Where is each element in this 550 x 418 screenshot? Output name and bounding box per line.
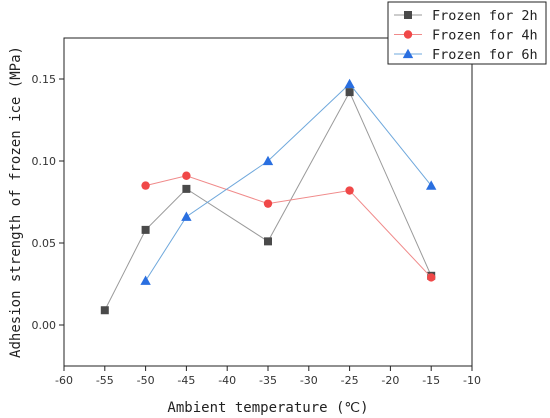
series-line: [104, 90, 432, 311]
data-point: [181, 211, 192, 221]
series-line: [145, 83, 432, 281]
axes-layer: -60 -55 -50 -45 -40 -35 -30 -25 -20 -15 -10 0.00 0.0…: [32, 37, 481, 387]
legend-label: Frozen for 6h: [432, 47, 538, 63]
x-tick-label: -50: [137, 374, 155, 387]
x-tick-label: -10: [463, 374, 481, 387]
data-point: [262, 155, 274, 166]
data-point: [100, 306, 109, 315]
legend-label: Frozen for 2h: [432, 8, 538, 24]
data-point: [182, 184, 191, 193]
data-point: [344, 78, 355, 89]
y-tick-label: 0.00: [32, 319, 57, 332]
x-tick-label: -30: [300, 374, 318, 387]
x-tick-label: -15: [422, 374, 440, 387]
data-point: [140, 275, 151, 285]
legend-marker: [402, 48, 414, 59]
legend: Frozen for 2h Frozen for 4h Frozen for 6h: [387, 1, 547, 65]
data-point: [141, 225, 150, 234]
y-axis-title: Adhesion strength of frozen ice (MPa): [8, 46, 24, 358]
legend-label: Frozen for 4h: [432, 28, 538, 44]
data-point: [345, 186, 354, 195]
data-point: [427, 273, 436, 282]
x-tick-label: -60: [55, 374, 73, 387]
data-point: [345, 88, 354, 97]
x-tick-label: -25: [341, 374, 359, 387]
data-point: [141, 181, 150, 190]
series-3: [140, 78, 437, 285]
x-tick-label: -55: [96, 374, 114, 387]
legend-item: Frozen for 4h: [394, 28, 538, 44]
data-point: [264, 237, 272, 246]
legend-marker: [404, 11, 412, 19]
data-point: [426, 180, 437, 190]
data-point: [263, 199, 273, 208]
x-tick-label: -35: [259, 374, 277, 387]
y-tick-label: 0.05: [32, 237, 57, 250]
x-tick-label: -45: [177, 374, 195, 387]
y-tick-label: 0.15: [32, 73, 57, 86]
series-layer: [100, 78, 437, 315]
legend-item: Frozen for 6h: [394, 47, 538, 63]
x-axis-title: Ambient temperature (℃): [167, 400, 368, 416]
y-tick-label: 0.10: [32, 155, 57, 168]
series-2: [141, 171, 436, 282]
x-tick-label: -40: [218, 374, 236, 387]
data-point: [182, 171, 191, 180]
legend-item: Frozen for 2h: [394, 8, 538, 24]
x-tick-label: -20: [381, 374, 399, 387]
legend-marker: [403, 30, 413, 39]
